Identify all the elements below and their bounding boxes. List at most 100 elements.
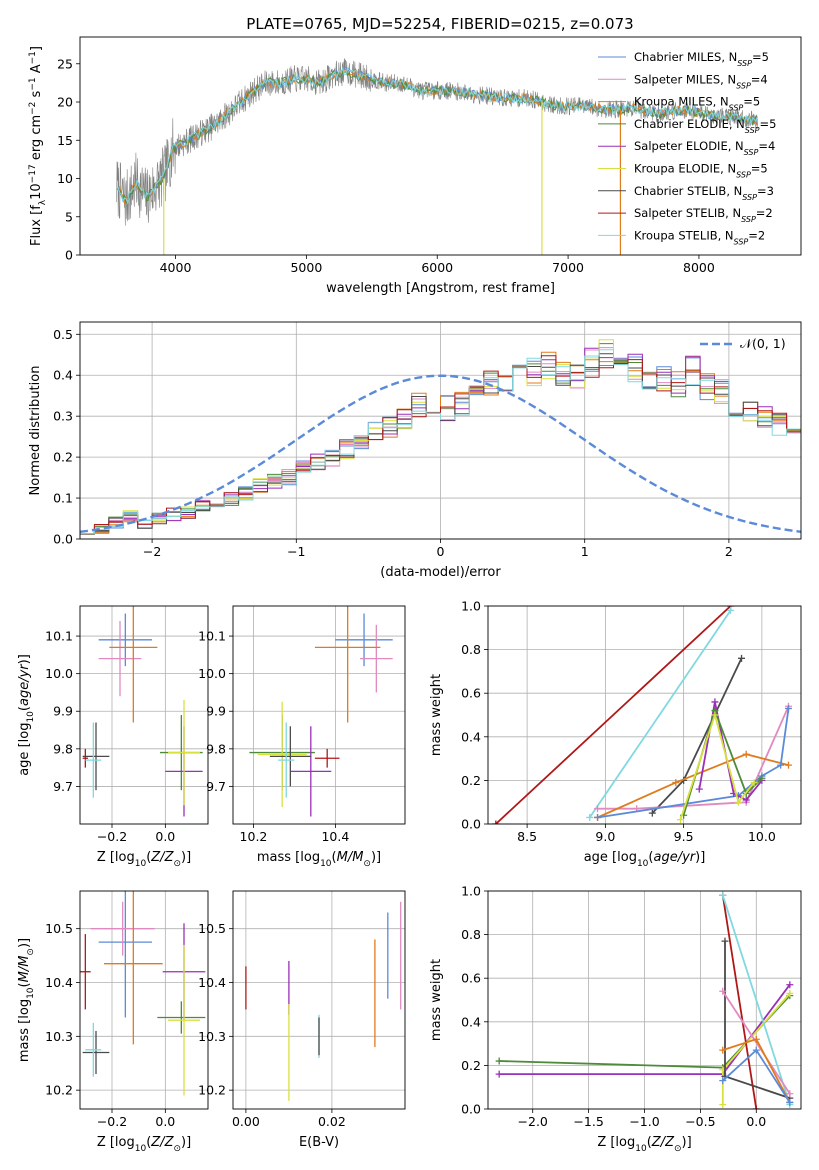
- weight-marker-salpeter_stelib: [752, 1105, 760, 1109]
- y-axis-label: age [log10(age/yr)]: [17, 654, 36, 776]
- x-tick-label: 8000: [683, 260, 715, 275]
- legend-label: Chabrier ELODIE, NSSP=5: [634, 117, 776, 134]
- weight-marker-salpeter_elodie: [742, 796, 750, 804]
- y-axis-label: mass [log10(M/M⊙)]: [17, 938, 36, 1062]
- histogram-salpeter_stelib: [80, 355, 801, 539]
- histogram-chabrier_stelib: [80, 353, 801, 539]
- x-tick-label: −1: [287, 544, 305, 559]
- y-tick-label: 5: [65, 209, 73, 224]
- x-tick-label: 0.02: [318, 1114, 346, 1129]
- x-tick-label: −1.5: [573, 1114, 603, 1129]
- gaussian-curve: [80, 374, 801, 533]
- plot-area: [492, 606, 792, 824]
- x-tick-label: 1: [581, 544, 589, 559]
- y-axis-label: mass weight: [429, 674, 444, 756]
- weight-line-salpeter_stelib: [721, 895, 758, 1109]
- x-tick-label: 10.2: [240, 829, 268, 844]
- y-tick-label: 10.4: [198, 975, 226, 990]
- histogram-chabrier_miles: [80, 356, 801, 539]
- x-axis-label: wavelength [Angstrom, rest frame]: [326, 281, 555, 296]
- weight-marker-chabrier_miles: [719, 1077, 727, 1085]
- y-tick-label: 1.0: [461, 599, 481, 614]
- x-tick-label: 6000: [421, 260, 453, 275]
- weight-marker-chabrier_miles: [784, 704, 792, 712]
- axes-frame: [79, 36, 802, 256]
- y-tick-label: 0.8: [461, 642, 481, 657]
- x-axis-label: Z [log10(Z/Z⊙)]: [97, 1135, 191, 1154]
- x-tick-label: 0.0: [746, 1114, 766, 1129]
- y-tick-label: 9.8: [53, 741, 73, 756]
- axes-frame: [79, 605, 209, 825]
- y-tick-label: 0.6: [461, 686, 481, 701]
- y-tick-label: 0.3: [53, 409, 73, 424]
- y-tick-label: 10.0: [45, 666, 73, 681]
- panel-mass_vs_ebv: 0.00 0.02 10.2 10.3 10.4 10.5 E(B-V): [198, 890, 406, 1150]
- x-axis-label: (data-model)/error: [380, 565, 501, 580]
- weight-marker-chabrier_stelib: [721, 937, 729, 945]
- x-tick-label: 9.5: [674, 829, 694, 844]
- plot-area: [245, 901, 402, 1101]
- axes-frame: [487, 605, 802, 825]
- weight-line-kroupa_miles: [597, 753, 789, 819]
- y-tick-label: 20: [57, 95, 73, 110]
- weight-line-chabrier_stelib: [651, 657, 743, 814]
- legend-label: Salpeter MILES, NSSP=4: [634, 72, 768, 90]
- y-tick-label: 10.2: [45, 1083, 73, 1098]
- weight-marker-salpeter_elodie: [695, 785, 703, 793]
- weight-marker-salpeter_elodie: [711, 698, 719, 706]
- weight-marker-kroupa_miles: [742, 750, 750, 758]
- y-tick-label: 10.4: [45, 975, 73, 990]
- x-tick-label: −0.5: [685, 1114, 715, 1129]
- y-tick-label: 0.1: [53, 491, 73, 506]
- x-tick-label: 8.5: [517, 829, 537, 844]
- plot-area: [116, 58, 758, 255]
- y-tick-label: 10.3: [198, 1029, 226, 1044]
- weight-marker-kroupa_elodie: [676, 816, 684, 824]
- weight-line-kroupa_stelib: [588, 609, 732, 819]
- y-tick-label: 10.2: [198, 1083, 226, 1098]
- legend-label: Chabrier STELIB, NSSP=3: [634, 184, 774, 202]
- weight-line-kroupa_elodie: [679, 711, 755, 820]
- y-tick-label: 0.4: [461, 1014, 481, 1029]
- y-tick-label: 0.2: [461, 1058, 481, 1073]
- y-tick-label: 9.7: [206, 779, 226, 794]
- weight-marker-salpeter_miles: [719, 987, 727, 995]
- y-tick-label: 0.2: [461, 773, 481, 788]
- x-tick-label: 10.0: [748, 829, 776, 844]
- y-tick-label: 0.0: [461, 817, 481, 832]
- y-tick-label: 0: [65, 248, 73, 263]
- x-axis-label: Z [log10(Z/Z⊙)]: [97, 850, 191, 869]
- y-tick-label: 10: [57, 171, 73, 186]
- y-tick-label: 10.5: [198, 921, 226, 936]
- x-axis-label: E(B-V): [299, 1135, 339, 1150]
- plot-area: [80, 891, 206, 1096]
- y-tick-label: 0.8: [461, 927, 481, 942]
- y-tick-label: 0.6: [461, 971, 481, 986]
- plot-area: [495, 891, 794, 1109]
- weight-marker-chabrier_miles: [777, 761, 785, 769]
- weight-marker-kroupa_elodie: [786, 989, 794, 997]
- weight-marker-kroupa_stelib: [586, 813, 594, 821]
- y-tick-label: 15: [57, 133, 73, 148]
- y-tick-label: 10.1: [45, 629, 73, 644]
- x-tick-label: 5000: [290, 260, 322, 275]
- axes-frame: [232, 605, 406, 825]
- y-axis-label: Normed distribution: [28, 366, 43, 496]
- x-tick-label: 4000: [160, 260, 192, 275]
- legend-label: Chabrier MILES, NSSP=5: [634, 50, 769, 68]
- y-axis-label: Flux [fλ10−17 erg cm−2 s−1 A−1]: [28, 46, 48, 246]
- x-tick-label: −0.2: [97, 1114, 127, 1129]
- y-tick-label: 0.4: [53, 368, 73, 383]
- y-tick-label: 9.9: [206, 704, 226, 719]
- x-tick-label: −1.0: [629, 1114, 659, 1129]
- panel-weight_vs_age: 8.5 9.0 9.5 10.0 0.0 0.2 0.4 0.6 0.8 1.0 age [log1…: [429, 599, 802, 869]
- y-tick-label: 10.5: [45, 921, 73, 936]
- weight-marker-salpeter_stelib: [492, 820, 500, 824]
- x-tick-label: 0.0: [155, 829, 175, 844]
- weight-marker-kroupa_miles: [719, 1046, 727, 1054]
- y-tick-label: 0.0: [461, 1102, 481, 1117]
- weight-marker-chabrier_miles: [752, 1046, 760, 1054]
- x-axis-label: age [log10(age/yr)]: [584, 850, 706, 869]
- panel-age_vs_mass: 10.2 10.4 9.7 9.8 9.9 10.0 10.1 mass [log10(M/M…: [198, 605, 406, 869]
- legend-label: Kroupa ELODIE, NSSP=5: [634, 162, 768, 180]
